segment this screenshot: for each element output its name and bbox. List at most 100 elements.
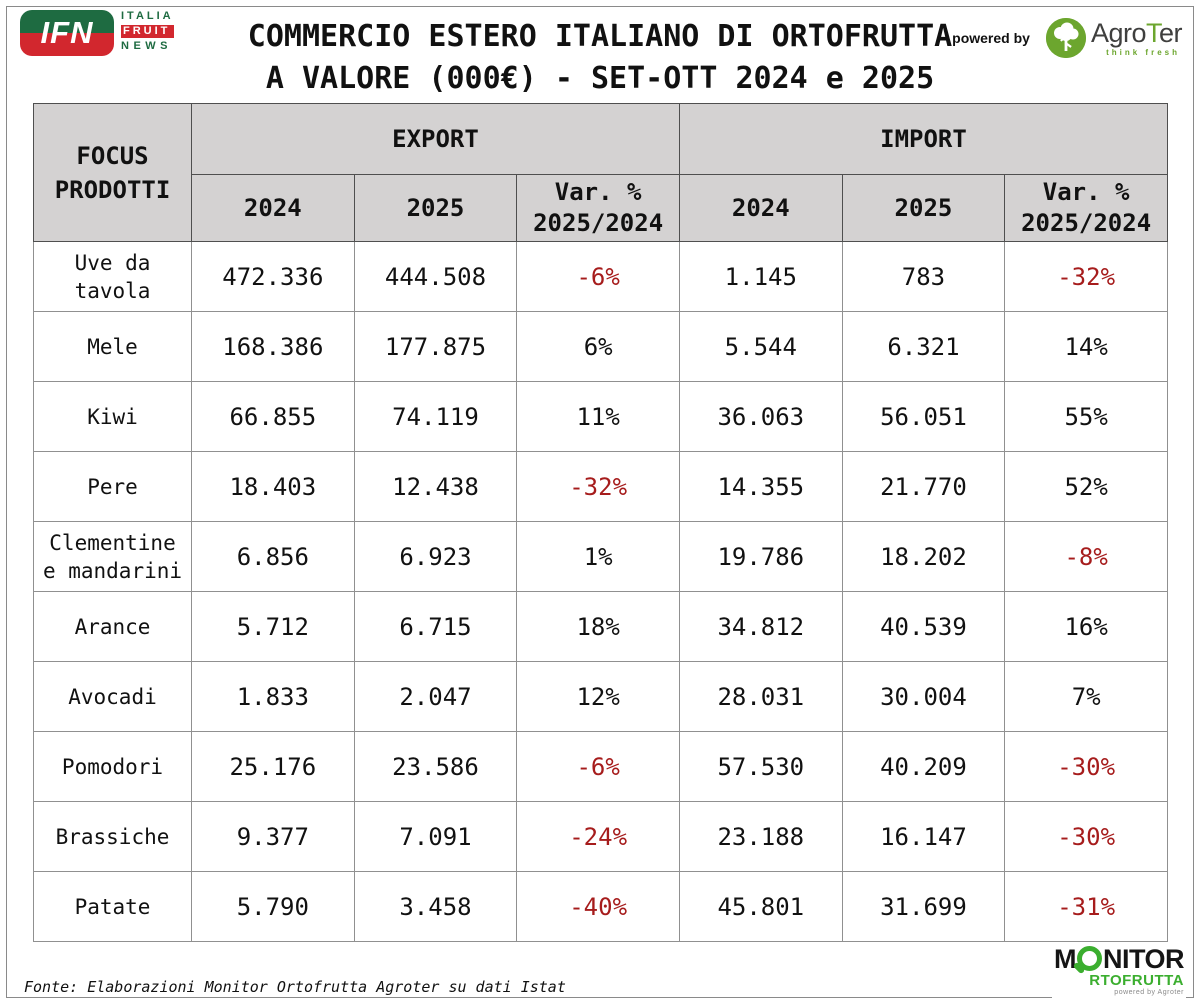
- table-row: Kiwi 66.855 74.119 11% 36.063 56.051 55%: [33, 381, 1168, 452]
- source-note: Fonte: Elaborazioni Monitor Ortofrutta A…: [24, 978, 566, 996]
- value-cell: 55%: [1004, 381, 1168, 452]
- value-cell: 18.403: [191, 451, 355, 522]
- value-cell: 472.336: [191, 241, 355, 312]
- col-group-import: IMPORT: [678, 103, 1169, 175]
- page-title-line2: A VALORE (000€) - SET-OTT 2024 e 2025: [265, 61, 935, 96]
- value-cell: 23.586: [353, 731, 518, 802]
- ifn-logo: IFN ITALIA FRUIT NEWS: [20, 10, 174, 56]
- agroter-tagline: think fresh: [1106, 47, 1180, 57]
- product-cell: Avocadi: [33, 661, 192, 732]
- value-cell: 14%: [1004, 311, 1168, 382]
- product-cell: Uve da tavola: [33, 241, 192, 312]
- col-header-export-2024: 2024: [191, 174, 355, 242]
- value-cell: 1.145: [678, 241, 843, 312]
- value-cell: 5.712: [191, 591, 355, 662]
- table-row: Arance 5.712 6.715 18% 34.812 40.539 16%: [33, 591, 1168, 662]
- value-cell: 30.004: [841, 661, 1006, 732]
- value-cell: 7.091: [353, 801, 518, 872]
- value-cell: -40%: [516, 871, 680, 942]
- value-cell: 66.855: [191, 381, 355, 452]
- value-cell: 31.699: [841, 871, 1006, 942]
- header-row-groups: FOCUS PRODOTTI EXPORT IMPORT: [33, 103, 1169, 242]
- value-cell: 783: [841, 241, 1006, 312]
- value-cell: 5.544: [678, 311, 843, 382]
- table-header: FOCUS PRODOTTI EXPORT IMPORT 2024 2025 V…: [33, 103, 1169, 242]
- product-cell: Kiwi: [33, 381, 192, 452]
- col-header-import-2024: 2024: [678, 174, 843, 242]
- value-cell: 28.031: [678, 661, 843, 732]
- value-cell: 177.875: [353, 311, 518, 382]
- value-cell: 12%: [516, 661, 680, 732]
- value-cell: -8%: [1004, 521, 1168, 592]
- value-cell: 3.458: [353, 871, 518, 942]
- agroter-tree-icon: [1045, 18, 1086, 58]
- table-row: Pomodori 25.176 23.586 -6% 57.530 40.209 -30%: [33, 731, 1168, 802]
- ifn-wordmark: ITALIA FRUIT NEWS: [121, 10, 174, 53]
- value-cell: 16.147: [841, 801, 1006, 872]
- product-cell: Mele: [33, 311, 192, 382]
- value-cell: 5.790: [191, 871, 355, 942]
- page-title-line1: COMMERCIO ESTERO ITALIANO DI ORTOFRUTTA: [247, 19, 953, 54]
- value-cell: 36.063: [678, 381, 843, 452]
- col-header-export-2025: 2025: [353, 174, 518, 242]
- value-cell: -31%: [1004, 871, 1168, 942]
- value-cell: 57.530: [678, 731, 843, 802]
- import-var-label-line1: Var. %: [1042, 178, 1130, 206]
- magnifier-icon: [1076, 946, 1102, 971]
- value-cell: -30%: [1004, 731, 1168, 802]
- value-cell: 6.715: [353, 591, 518, 662]
- value-cell: 11%: [516, 381, 680, 452]
- monitor-wordmark: M NITOR: [1053, 944, 1185, 974]
- product-cell: Patate: [33, 871, 192, 942]
- value-cell: 6.923: [353, 521, 518, 592]
- table-row: Avocadi 1.833 2.047 12% 28.031 30.004 7%: [33, 661, 1168, 732]
- ifn-badge-icon: IFN: [20, 10, 114, 56]
- ortofrutta-label: RTOFRUTTA: [1089, 972, 1184, 989]
- value-cell: 18.202: [841, 521, 1006, 592]
- col-header-export-var: Var. % 2025/2024: [516, 174, 680, 242]
- product-cell: Brassiche: [33, 801, 192, 872]
- value-cell: 56.051: [841, 381, 1006, 452]
- value-cell: 19.786: [678, 521, 843, 592]
- agroter-name: AgroTer: [1090, 17, 1183, 48]
- export-var-label-line1: Var. %: [554, 178, 642, 206]
- value-cell: 52%: [1004, 451, 1168, 522]
- table-row: Patate 5.790 3.458 -40% 45.801 31.699 -31%: [33, 871, 1168, 942]
- agroter-name-prefix: Agro: [1090, 17, 1147, 48]
- product-cell: Arance: [33, 591, 192, 662]
- value-cell: 40.209: [841, 731, 1006, 802]
- table-body: Uve da tavola 472.336 444.508 -6% 1.145 783 -3…: [33, 241, 1168, 942]
- export-var-label-line2: 2025/2024: [533, 209, 664, 237]
- value-cell: 14.355: [678, 451, 843, 522]
- ifn-news-label: NEWS: [121, 40, 172, 52]
- value-cell: 2.047: [353, 661, 518, 732]
- product-cell: Pere: [33, 451, 192, 522]
- value-cell: 18%: [516, 591, 680, 662]
- table-row: Clementine e mandarini 6.856 6.923 1% 19.786…: [33, 521, 1168, 592]
- page-title: COMMERCIO ESTERO ITALIANO DI ORTOFRUTTA …: [0, 16, 1200, 100]
- value-cell: 1.833: [191, 661, 355, 732]
- value-cell: -6%: [516, 731, 680, 802]
- value-cell: -24%: [516, 801, 680, 872]
- agroter-wordmark: AgroTer think fresh: [1090, 17, 1183, 57]
- agroter-name-t: T: [1145, 17, 1160, 48]
- monitor-m: M: [1053, 944, 1077, 974]
- monitor-nitor: NITOR: [1102, 944, 1185, 974]
- import-var-label-line2: 2025/2024: [1021, 209, 1152, 237]
- value-cell: 444.508: [353, 241, 518, 312]
- value-cell: -32%: [516, 451, 680, 522]
- value-cell: 9.377: [191, 801, 355, 872]
- value-cell: 21.770: [841, 451, 1006, 522]
- agroter-logo: AgroTer think fresh: [1045, 17, 1183, 58]
- product-cell: Clementine e mandarini: [33, 521, 192, 592]
- col-header-import-var: Var. % 2025/2024: [1004, 174, 1168, 242]
- value-cell: 34.812: [678, 591, 843, 662]
- value-cell: -6%: [516, 241, 680, 312]
- value-cell: 16%: [1004, 591, 1168, 662]
- value-cell: 6.856: [191, 521, 355, 592]
- value-cell: 45.801: [678, 871, 843, 942]
- value-cell: 40.539: [841, 591, 1006, 662]
- value-cell: -32%: [1004, 241, 1168, 312]
- trade-table: FOCUS PRODOTTI EXPORT IMPORT 2024 2025 V…: [33, 103, 1169, 942]
- ifn-italia-label: ITALIA: [121, 10, 174, 22]
